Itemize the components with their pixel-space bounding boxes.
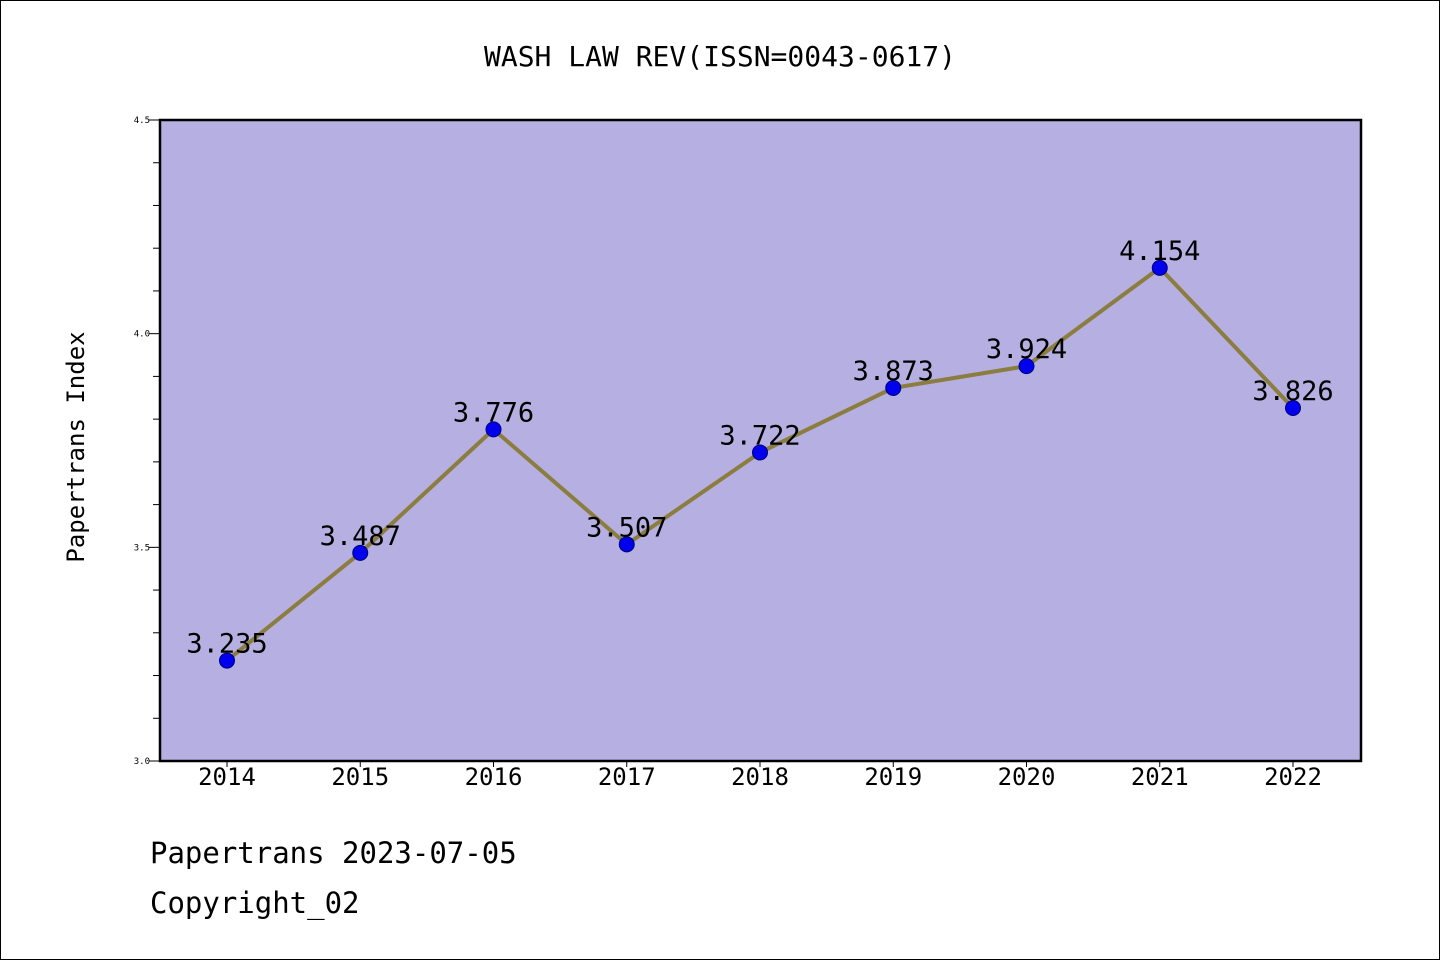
- x-tick-label: 2015: [331, 763, 389, 791]
- plot-border: [158, 118, 1363, 763]
- y-axis: 3.0 3.5 4.0 4.5: [134, 116, 160, 767]
- data-label: 3.722: [719, 420, 800, 451]
- x-tick-label: 2022: [1264, 763, 1322, 791]
- data-point: [352, 544, 369, 561]
- data-label: 4.154: [1119, 236, 1200, 267]
- y-tick-label: 3.5: [134, 543, 150, 553]
- y-tick-label: 3.0: [134, 757, 150, 767]
- x-tick-label: 2014: [198, 763, 256, 791]
- footer-copyright: Copyright_02: [150, 886, 360, 920]
- data-label: 3.873: [853, 356, 934, 387]
- data-point: [485, 421, 502, 438]
- x-tick-label: 2019: [864, 763, 922, 791]
- data-label: 3.235: [186, 629, 267, 660]
- y-tick-label: 4.5: [134, 116, 150, 126]
- x-tick-label: 2018: [731, 763, 789, 791]
- data-point: [1285, 400, 1301, 417]
- series-layer: 3.235 3.487 3.776 3.507 3.722 3.873 3.924 4.154…: [186, 236, 1334, 669]
- x-tick-label: 2020: [998, 763, 1056, 791]
- data-label: 3.776: [453, 397, 534, 428]
- data-point: [1151, 259, 1168, 276]
- data-label: 3.507: [586, 512, 667, 543]
- data-label: 3.826: [1252, 376, 1333, 407]
- x-tick-label: 2016: [465, 763, 523, 791]
- data-point: [618, 536, 635, 553]
- data-label: 3.487: [320, 521, 401, 552]
- plot-area: [160, 120, 1361, 761]
- x-tick-label: 2021: [1131, 763, 1189, 791]
- chart-title: WASH LAW REV(ISSN=0043-0617): [484, 40, 956, 73]
- data-point: [885, 379, 902, 396]
- data-point: [219, 652, 235, 669]
- data-point: [752, 444, 768, 461]
- y-tick-label: 4.0: [134, 330, 150, 340]
- x-tick-label: 2017: [598, 763, 656, 791]
- footer-date: Papertrans 2023-07-05: [150, 836, 517, 870]
- data-label: 3.924: [986, 334, 1067, 365]
- x-axis: 2014 2015 2016 2017 2018 2019 2020 2021 2022: [198, 761, 1322, 791]
- y-axis-label: Papertrans Index: [62, 331, 90, 562]
- data-point: [1018, 358, 1035, 375]
